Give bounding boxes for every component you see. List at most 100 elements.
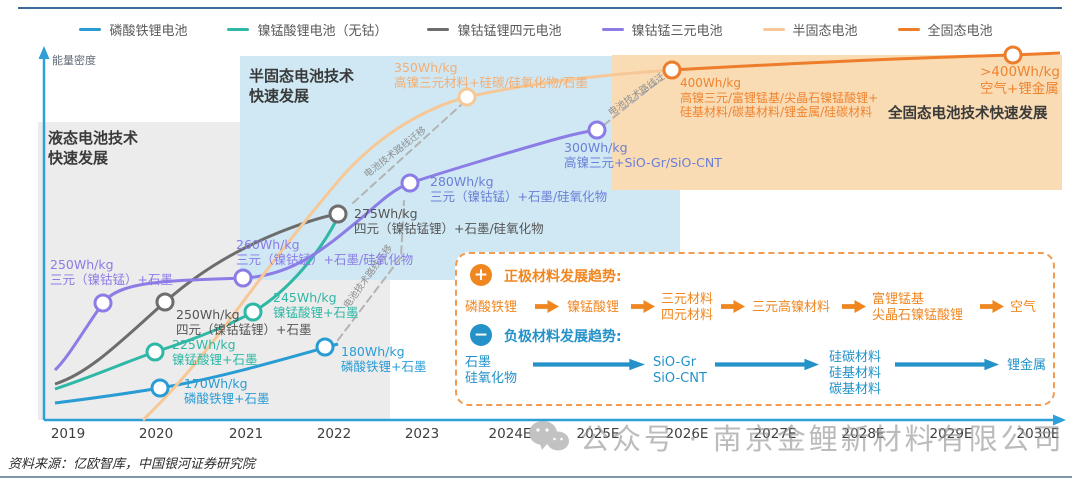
x-tick-2027e: 2027E	[753, 426, 797, 442]
label-material: 三元（镍钴锰）+石墨	[50, 272, 173, 287]
legend-swatch-lfp	[79, 28, 102, 31]
legend-label: 镍钴锰锂四元电池	[457, 24, 562, 39]
anode-step-line: 石墨	[465, 355, 492, 370]
label-value: 260Wh/kg	[236, 237, 300, 252]
legend-item-solid: 全固态电池	[897, 20, 993, 39]
liquid-stage-title-line1: 液态电池技术	[48, 129, 139, 147]
label-tern-260: 260Wh/kg 三元（镍钴锰）+石墨/硅氧化物	[236, 237, 413, 267]
x-tick-2020: 2020	[138, 426, 174, 442]
label-material: 三元（镍钴锰）+石墨/硅氧化物	[236, 252, 414, 267]
right-arrow-icon	[533, 358, 645, 371]
label-lnmo-245: 245Wh/kg 镍锰酸锂+石墨	[273, 290, 358, 320]
legend-item-lfp: 磷酸铁锂电池	[79, 20, 187, 39]
label-solid-400plus: >400Wh/kg 空气+锂金属	[980, 64, 1060, 98]
semi-stage-title-line2: 快速发展	[249, 87, 310, 105]
semi-stage-title-line1: 半固态电池技术	[249, 67, 355, 85]
legend: 磷酸铁锂电池 镍锰酸锂电池（无钴） 镍钴锰锂四元电池 镍钴锰三元电池 半固态电池…	[0, 20, 1072, 39]
legend-item-quad: 镍钴锰锂四元电池	[427, 20, 562, 39]
anode-step-line: 硅氧化物	[465, 371, 518, 386]
top-divider	[18, 7, 1062, 9]
label-tern-280: 280Wh/kg 三元（镍钴锰）+石墨/硅氧化物	[430, 174, 607, 204]
x-tick-2030e: 2030E	[1016, 426, 1060, 442]
label-value: 275Wh/kg	[354, 206, 418, 221]
legend-swatch-lnmo	[227, 28, 250, 31]
label-material: 高镍三元+SiO-Gr/SiO-CNT	[564, 155, 722, 170]
x-tick-2021: 2021	[228, 426, 264, 442]
anode-step-line: SiO-Gr	[653, 355, 697, 370]
liquid-stage-title-line2: 快速发展	[48, 149, 109, 167]
x-tick-2023: 2023	[404, 426, 440, 442]
cathode-step-line: 四元材料	[661, 308, 714, 323]
label-material: 镍锰酸锂+石墨	[273, 305, 359, 320]
legend-label: 磷酸铁锂电池	[109, 24, 188, 39]
source-note: 资料来源：亿欧智库，中国银河证券研究院	[8, 457, 256, 472]
x-axis-arrowhead	[1053, 414, 1066, 426]
label-lfp-180: 180Wh/kg 磷酸铁锂+石墨	[341, 344, 426, 374]
label-material: 硅基材料/碳基材料/锂金属/硅碳材料	[680, 105, 873, 119]
right-arrow-icon	[631, 300, 655, 313]
label-lnmo-225: 225Wh/kg 镍锰酸锂+石墨	[172, 337, 257, 367]
cathode-step-li-rich: 富锂锰基 尖晶石镍锰酸锂	[872, 292, 963, 324]
right-arrow-icon	[842, 300, 866, 313]
liquid-stage-title: 液态电池技术 快速发展	[48, 128, 138, 168]
legend-swatch-solid	[897, 28, 920, 31]
label-material: 高镍三元材料+硅碳/硅氧化物/石墨	[394, 75, 588, 90]
label-lfp-170: 170Wh/kg 磷酸铁锂+石墨	[184, 376, 269, 406]
anode-trend-title: 负极材料发展趋势:	[504, 329, 622, 345]
solid-stage-region	[612, 55, 1062, 190]
legend-item-semi: 半固态电池	[762, 20, 858, 39]
anode-step-line: 碳基材料	[829, 382, 882, 397]
cathode-step-ternary-quaternary: 三元材料 四元材料	[661, 292, 713, 324]
material-trend-box: + 正极材料发展趋势: 磷酸铁锂 镍锰酸锂 三元材料 四元材料 三元高镍材料 富…	[455, 252, 1055, 406]
label-material: 镍锰酸锂+石墨	[172, 352, 258, 367]
label-value: 225Wh/kg	[172, 337, 236, 352]
semi-stage-title: 半固态电池技术 快速发展	[249, 66, 354, 106]
anode-step-silicon-carbon: 硅碳材料 硅基材料 碳基材料	[829, 350, 881, 398]
y-axis-arrowhead	[38, 46, 50, 59]
label-tern-300: 300Wh/kg 高镍三元+SiO-Gr/SiO-CNT	[564, 140, 722, 170]
x-tick-2026e: 2026E	[665, 426, 709, 442]
label-semi-350: 350Wh/kg 高镍三元材料+硅碳/硅氧化物/石墨	[394, 60, 588, 90]
label-value: 250Wh/kg	[50, 257, 114, 272]
cathode-trend-title: 正极材料发展趋势:	[504, 269, 622, 285]
x-tick-2025e: 2025E	[576, 426, 620, 442]
label-material: 高镍三元/富锂锰基/尖晶石镍锰酸锂+	[680, 90, 879, 105]
label-material: 空气+锂金属	[980, 81, 1059, 97]
anode-step-sio: SiO-Gr SiO-CNT	[653, 355, 707, 387]
cathode-step-line: 富锂锰基	[872, 292, 925, 307]
label-value: 245Wh/kg	[273, 290, 337, 305]
label-tern-250: 250Wh/kg 三元（镍钴锰）+石墨	[50, 257, 173, 287]
anode-step-line: 硅碳材料	[829, 350, 882, 365]
legend-swatch-tern	[601, 28, 624, 31]
wechat-icon	[529, 421, 569, 451]
label-value: 400Wh/kg	[680, 76, 741, 90]
label-value: 350Wh/kg	[394, 60, 458, 75]
label-material: 三元（镍钴锰）+石墨/硅氧化物	[430, 189, 608, 204]
anode-step-line: 硅基材料	[829, 366, 882, 381]
right-arrow-icon	[715, 358, 819, 371]
right-arrow-icon	[535, 300, 559, 313]
legend-label: 镍钴锰三元电池	[631, 24, 723, 39]
right-arrow-icon	[895, 358, 999, 371]
plus-icon: +	[470, 264, 492, 286]
legend-swatch-semi	[762, 28, 785, 31]
label-material: 四元（镍钴锰锂）+石墨/硅氧化物	[354, 221, 544, 236]
legend-item-lnmo: 镍锰酸锂电池（无钴）	[227, 20, 387, 39]
cathode-step-lfp: 磷酸铁锂	[465, 300, 518, 315]
anode-step-li-metal: 锂金属	[1007, 358, 1047, 373]
cathode-step-line: 尖晶石镍锰酸锂	[872, 308, 964, 323]
label-value: 280Wh/kg	[430, 174, 494, 189]
x-tick-2022: 2022	[316, 426, 352, 442]
label-material: 磷酸铁锂+石墨	[341, 359, 427, 374]
right-arrow-icon	[980, 300, 1004, 313]
cathode-step-air: 空气	[1010, 300, 1037, 315]
x-tick-2024e: 2024E	[488, 426, 532, 442]
legend-label: 镍锰酸锂电池（无钴）	[257, 24, 388, 39]
label-value: 170Wh/kg	[184, 376, 248, 391]
x-tick-2028e: 2028E	[841, 426, 885, 442]
x-tick-2029e: 2029E	[929, 426, 973, 442]
anode-step-line: SiO-CNT	[653, 371, 707, 386]
right-arrow-icon	[721, 300, 745, 313]
cathode-step-line: 三元材料	[661, 292, 714, 307]
